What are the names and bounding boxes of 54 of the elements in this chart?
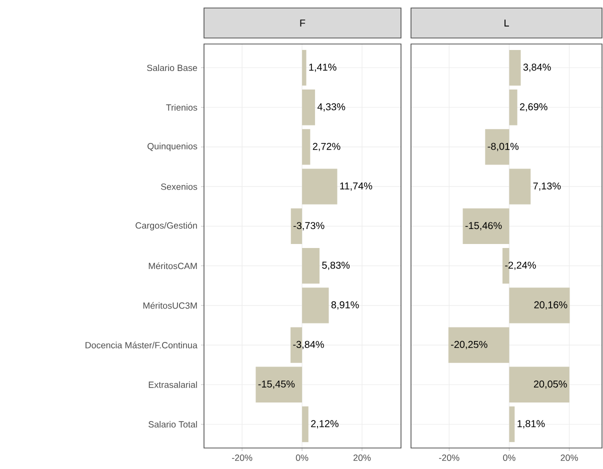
bar	[302, 288, 329, 324]
bar	[302, 129, 310, 165]
y-tick-label: Salario Base	[147, 64, 198, 72]
x-tick-label: -20%	[232, 454, 252, 461]
bar	[509, 168, 531, 204]
x-tick-label: 20%	[560, 454, 578, 461]
y-tick-label: Trienios	[166, 104, 198, 111]
data-label: -8,01%	[488, 142, 519, 152]
data-label: -15,45%	[258, 380, 295, 389]
y-tick-label: MéritosCAM	[148, 262, 197, 270]
data-label: 3,84%	[523, 64, 551, 72]
data-label: 2,69%	[520, 103, 548, 112]
bar	[509, 50, 521, 86]
data-label: 11,74%	[340, 182, 372, 191]
x-tick-label: -20%	[439, 454, 460, 461]
data-label: -3,73%	[293, 222, 324, 230]
data-label: -20,25%	[451, 340, 488, 350]
bar	[256, 366, 302, 402]
data-label: 4,33%	[317, 103, 346, 112]
data-label: -2,24%	[505, 262, 536, 270]
y-tick-label: MéritosUC3M	[143, 302, 197, 309]
chart-title: L	[504, 20, 509, 26]
bar	[509, 288, 570, 324]
y-tick-label: Extrasalarial	[148, 381, 197, 388]
data-label: 1,81%	[518, 420, 545, 428]
data-label: 20,05%	[534, 380, 567, 389]
bar	[462, 208, 510, 244]
x-tick-label: 0%	[503, 454, 516, 461]
bar	[448, 327, 510, 363]
bar	[302, 90, 316, 126]
data-label: 5,83%	[322, 262, 350, 270]
data-label: 2,12%	[311, 420, 338, 428]
data-label: 1,41%	[309, 64, 336, 72]
bar	[509, 406, 515, 442]
bar	[302, 168, 338, 204]
y-tick-label: Cargos/Gestión	[136, 222, 197, 230]
bar	[509, 366, 570, 402]
chart-title: F	[300, 20, 306, 26]
x-tick-label: 0%	[296, 454, 308, 461]
y-tick-label: Salario Total	[148, 420, 197, 428]
bar	[302, 248, 320, 284]
data-label: 8,91%	[331, 301, 359, 310]
y-tick-label: Sexenios	[161, 183, 198, 190]
bar	[302, 50, 306, 86]
x-tick-label: 20%	[354, 454, 371, 461]
y-tick-label: Quinquenios	[148, 142, 198, 152]
bar	[302, 406, 308, 442]
data-label: 7,13%	[533, 182, 561, 191]
data-label: -3,84%	[293, 340, 324, 350]
data-label: 20,16%	[534, 301, 568, 310]
bar	[509, 90, 518, 126]
y-tick-label: Docencia Máster/F.Continua	[86, 342, 198, 348]
data-label: -15,46%	[465, 222, 502, 230]
data-label: 2,72%	[312, 142, 340, 152]
